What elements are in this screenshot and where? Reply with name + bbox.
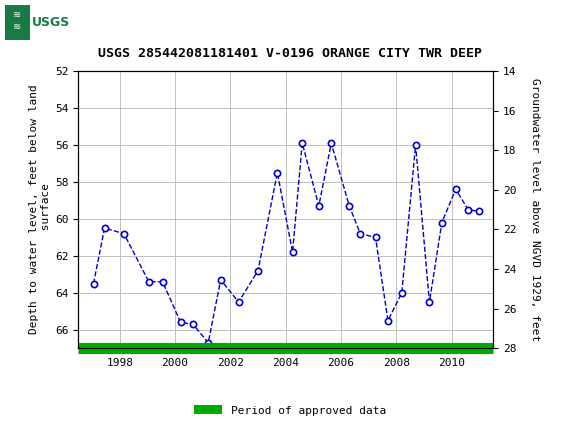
Y-axis label: Groundwater level above NGVD 1929, feet: Groundwater level above NGVD 1929, feet [530,78,540,341]
Text: USGS 285442081181401 V-0196 ORANGE CITY TWR DEEP: USGS 285442081181401 V-0196 ORANGE CITY … [98,47,482,60]
Text: ≋: ≋ [13,22,21,32]
Legend: Period of approved data: Period of approved data [190,401,390,420]
Text: USGS: USGS [31,16,70,29]
FancyBboxPatch shape [5,5,30,40]
FancyBboxPatch shape [5,5,71,40]
Y-axis label: Depth to water level, feet below land
 surface: Depth to water level, feet below land su… [30,85,51,335]
Text: ≋: ≋ [13,10,21,20]
